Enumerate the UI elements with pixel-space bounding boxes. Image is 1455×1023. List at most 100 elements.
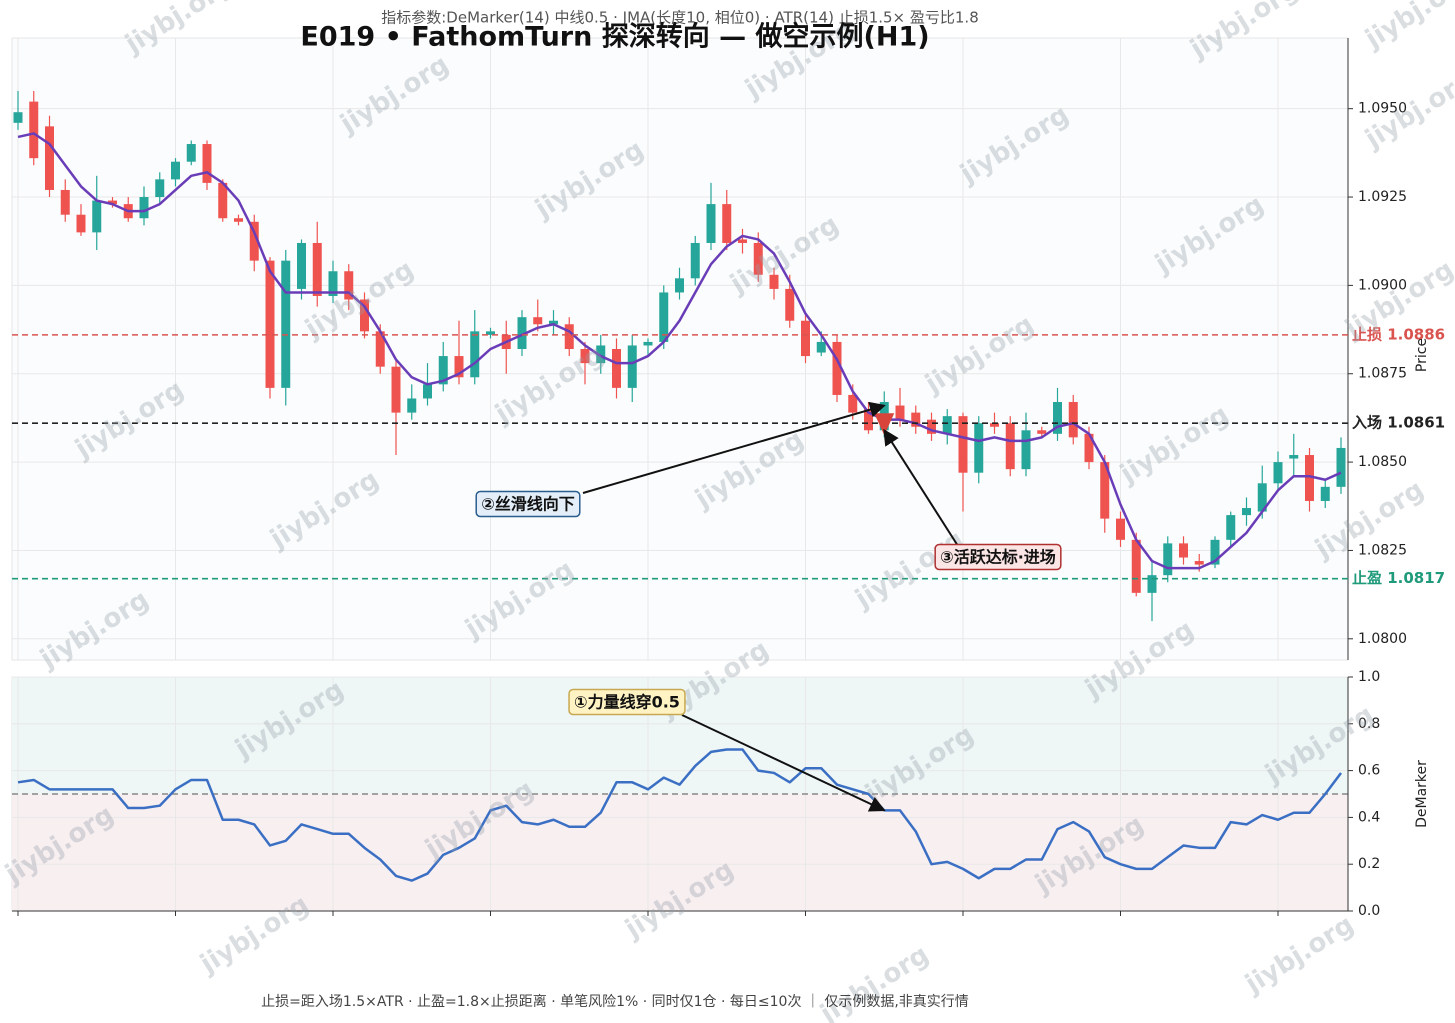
y-tick-label: 0.8 xyxy=(1358,716,1380,732)
annotation-box xyxy=(475,490,581,518)
level-label: 止损 1.0886 xyxy=(1352,325,1445,343)
annotation-arrow xyxy=(582,401,886,494)
y-axis-label: DeMarker xyxy=(1414,760,1430,828)
candle-body xyxy=(1320,486,1330,501)
candle-body xyxy=(328,271,338,296)
candle-body xyxy=(1068,402,1078,438)
candle-body xyxy=(1257,483,1267,512)
candle-body xyxy=(486,331,495,335)
candle-body xyxy=(1084,433,1094,463)
candle-body xyxy=(1053,402,1062,434)
candle-body xyxy=(423,384,432,399)
candle-body xyxy=(753,242,763,275)
candle-body xyxy=(911,412,921,427)
candle-body xyxy=(265,260,275,388)
candle-body xyxy=(596,345,606,364)
candle-body xyxy=(76,214,86,233)
candle-body xyxy=(738,239,747,243)
candle-body xyxy=(1226,515,1236,540)
candle-body xyxy=(249,221,259,261)
level-label: 入场 1.0861 xyxy=(1352,414,1445,432)
y-tick-label: 0.4 xyxy=(1358,809,1380,825)
candle-body xyxy=(690,242,700,279)
candle-body xyxy=(1194,561,1204,565)
chart-title: E019 • FathomTurn 探深转向 — 做空示例(H1) xyxy=(300,21,929,53)
candle-body xyxy=(391,366,401,413)
entry-marker xyxy=(874,413,895,436)
candle-body xyxy=(1273,462,1283,484)
annotation-text: ②丝滑线向下 xyxy=(481,495,575,514)
candle-body xyxy=(785,288,795,321)
y-axis-label: Price xyxy=(1414,338,1430,372)
candle-body xyxy=(1147,575,1157,593)
candle-body xyxy=(60,189,70,215)
candle-body xyxy=(990,423,999,427)
candle-body xyxy=(974,423,984,473)
y-tick-label: 1.0925 xyxy=(1358,189,1407,205)
y-tick-label: 0.6 xyxy=(1358,763,1380,779)
y-tick-label: 0.0 xyxy=(1358,903,1380,919)
candle-body xyxy=(1116,518,1125,540)
candle-body xyxy=(958,416,968,473)
candle-body xyxy=(1005,423,1015,470)
annotation-text: ③活跃达标·进场 xyxy=(940,548,1056,567)
candle-body xyxy=(942,416,952,434)
candle-body xyxy=(864,409,873,431)
y-tick-label: 1.0950 xyxy=(1358,101,1407,117)
candle-body xyxy=(202,144,212,183)
candle-body xyxy=(1100,462,1110,519)
y-tick-label: 1.0 xyxy=(1358,669,1380,685)
candle-body xyxy=(186,144,196,162)
candle-body xyxy=(564,324,574,349)
candle-body xyxy=(1163,543,1173,576)
candle-body xyxy=(1210,539,1220,565)
candle-body xyxy=(438,356,448,385)
footnote: 止损=距入场1.5×ATR · 止盈=1.8×止损距离 · 单笔风险1% · 同… xyxy=(261,993,969,1010)
candle-body xyxy=(1242,508,1251,516)
candle-body xyxy=(13,112,23,123)
candle-body xyxy=(517,317,527,349)
annotation-text: ①力量线穿0.5 xyxy=(574,693,680,712)
candle-body xyxy=(139,197,149,219)
candle-body xyxy=(533,317,543,325)
candle-body xyxy=(549,320,558,325)
plot-area xyxy=(11,37,1349,661)
y-tick-label: 0.2 xyxy=(1358,856,1380,872)
candle-body xyxy=(659,292,669,342)
candle-body xyxy=(92,200,102,233)
candle-body xyxy=(171,161,180,180)
annotation-arrow xyxy=(681,714,886,812)
subtitle: 指标参数:DeMarker(14) 中线0.5 · JMA(长度10, 相位0)… xyxy=(381,9,979,27)
annotation-box xyxy=(568,688,686,716)
candle-body xyxy=(927,419,936,434)
candle-body xyxy=(706,204,716,243)
candle-body xyxy=(45,126,54,190)
y-tick-label: 1.0800 xyxy=(1358,631,1407,647)
y-tick-label: 1.0850 xyxy=(1358,454,1407,470)
candle-body xyxy=(470,331,480,378)
candle-body xyxy=(344,271,354,300)
level-label: 止盈 1.0817 xyxy=(1352,569,1445,587)
candle-body xyxy=(722,204,732,243)
y-tick-label: 1.0900 xyxy=(1358,277,1407,293)
candle-body xyxy=(1037,430,1047,434)
line-series xyxy=(17,748,1343,882)
candle-body xyxy=(218,182,228,219)
candle-body xyxy=(1336,447,1346,487)
candle-body xyxy=(848,394,858,413)
candle-body xyxy=(454,356,464,378)
candle-body xyxy=(1131,539,1141,593)
candle-body xyxy=(155,179,165,198)
candle-body xyxy=(801,320,810,357)
candle-body xyxy=(1289,455,1299,459)
candle-body xyxy=(627,345,637,388)
candle-body xyxy=(312,242,322,296)
line-series xyxy=(17,132,1342,570)
candle-body xyxy=(360,299,369,332)
candle-body xyxy=(1179,543,1188,558)
candle-body xyxy=(407,398,417,413)
annotation-box xyxy=(934,543,1062,571)
candle-body xyxy=(675,278,684,293)
